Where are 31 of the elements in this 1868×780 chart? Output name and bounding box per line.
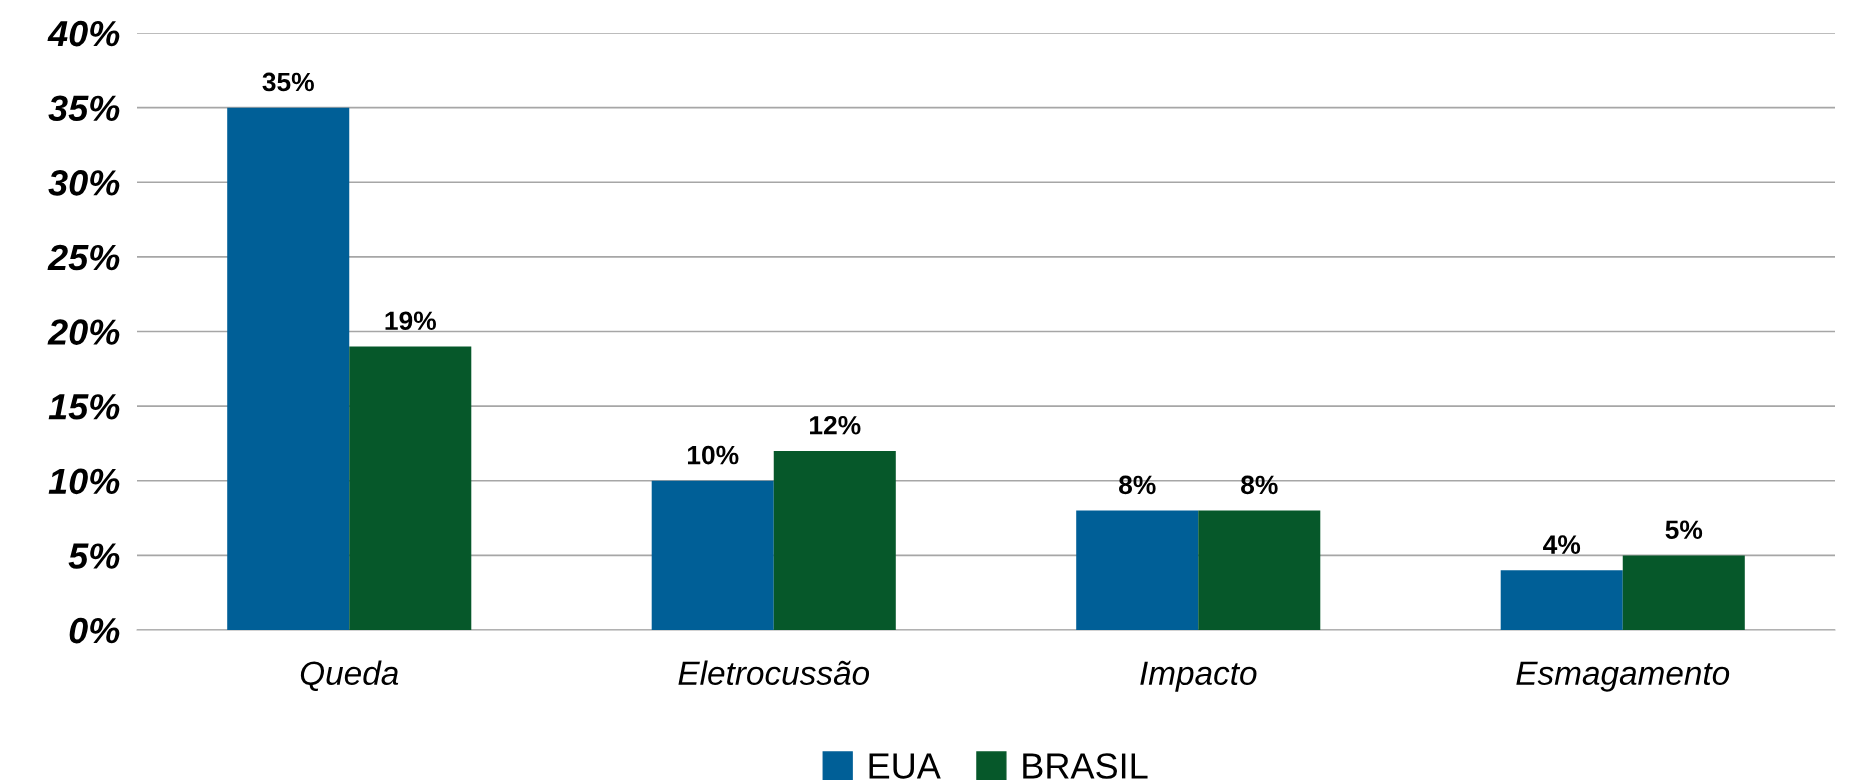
x-tick-label: Impacto bbox=[1140, 661, 1257, 692]
data-label: 4% bbox=[1543, 535, 1581, 554]
bar bbox=[1622, 555, 1745, 630]
legend-label: BRASIL bbox=[1023, 753, 1148, 779]
bar bbox=[1500, 570, 1623, 630]
data-label: 19% bbox=[385, 311, 436, 331]
bar bbox=[1198, 510, 1321, 630]
y-tick-label: 10% bbox=[48, 468, 120, 495]
data-label: 5% bbox=[1665, 520, 1703, 540]
data-label: 8% bbox=[1241, 475, 1278, 495]
bar bbox=[651, 480, 774, 630]
y-tick-label: 30% bbox=[48, 170, 120, 196]
data-label: 8% bbox=[1119, 475, 1156, 495]
legend-label: EUA bbox=[869, 753, 941, 779]
bar bbox=[349, 346, 472, 630]
x-tick-label: Queda bbox=[300, 660, 399, 692]
y-tick-label: 5% bbox=[68, 543, 120, 569]
x-tick-label: Esmagamento bbox=[1516, 661, 1730, 692]
y-tick-label: 20% bbox=[47, 319, 120, 345]
y-tick-label: 25% bbox=[47, 244, 120, 271]
y-tick-label: 35% bbox=[48, 95, 120, 122]
bar bbox=[1076, 510, 1199, 630]
data-label: 10% bbox=[687, 445, 739, 465]
y-tick-label: 0% bbox=[69, 617, 120, 644]
x-tick-label: Eletrocussão bbox=[678, 660, 870, 686]
bar bbox=[227, 107, 350, 630]
data-label: 12% bbox=[810, 415, 861, 435]
y-tick-label: 40% bbox=[47, 20, 120, 47]
y-tick-label: 15% bbox=[48, 394, 120, 420]
bar bbox=[773, 450, 896, 630]
data-label: 35% bbox=[262, 72, 314, 92]
